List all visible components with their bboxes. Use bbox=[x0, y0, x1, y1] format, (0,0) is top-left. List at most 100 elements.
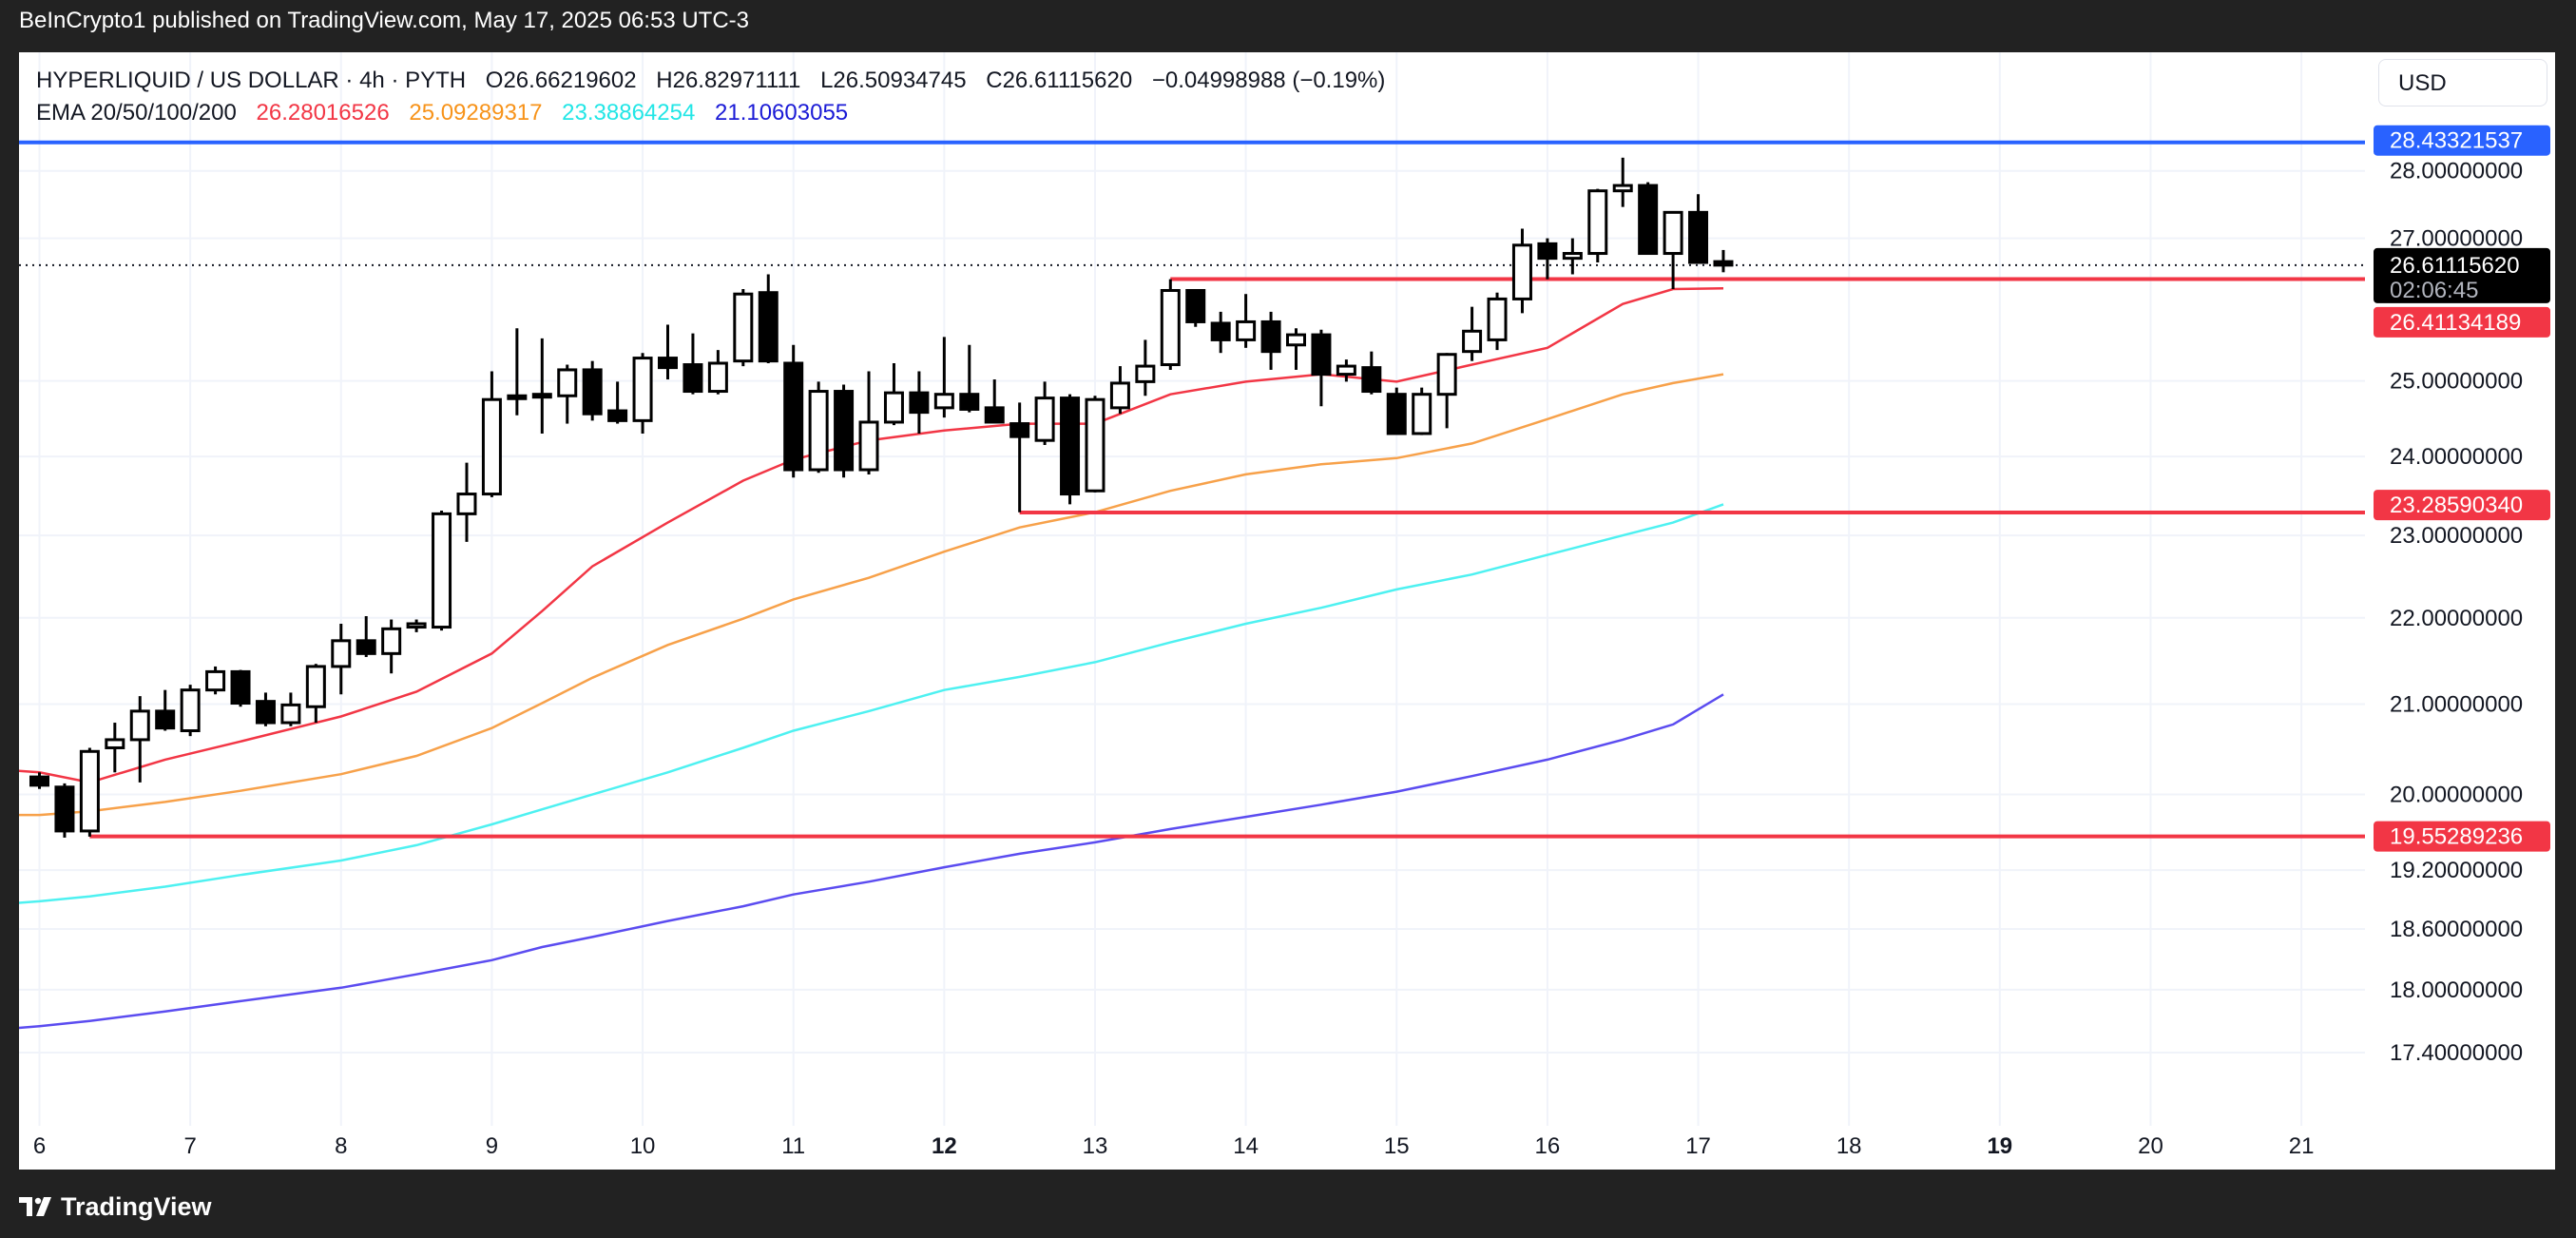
time-tick-label: 13 bbox=[1083, 1133, 1108, 1159]
candle-body-up bbox=[1236, 319, 1257, 341]
candle-body-up bbox=[456, 493, 477, 515]
time-tick-label: 21 bbox=[2289, 1133, 2315, 1159]
symbol-title: HYPERLIQUID / US DOLLAR · 4h · PYTH bbox=[36, 68, 467, 93]
candle bbox=[758, 274, 779, 363]
level-price-label: 28.43321537 bbox=[2390, 128, 2523, 154]
time-tick-label: 17 bbox=[1685, 1133, 1711, 1159]
candle bbox=[1135, 339, 1156, 397]
candle-body-down bbox=[1185, 288, 1206, 323]
time-tick-label: 10 bbox=[630, 1133, 656, 1159]
candle bbox=[129, 696, 150, 783]
price-tick-label: 19.20000000 bbox=[2390, 858, 2523, 883]
ema-label: EMA 20/50/100/200 bbox=[36, 100, 237, 126]
candle bbox=[255, 692, 276, 726]
candle-body-up bbox=[883, 391, 904, 424]
candle bbox=[79, 747, 100, 837]
candle bbox=[1612, 157, 1633, 207]
candle-body-up bbox=[1562, 252, 1583, 261]
candle-body-up bbox=[280, 703, 301, 725]
candle-body-down bbox=[1311, 333, 1332, 377]
candle bbox=[707, 350, 728, 395]
time-tick-label: 14 bbox=[1233, 1133, 1259, 1159]
candle bbox=[1713, 249, 1734, 273]
time-tick-label: 9 bbox=[486, 1133, 498, 1159]
price-axis: 28.00000000 27.00000000 25.00000000 24.0000… bbox=[2374, 125, 2550, 1066]
ohlc-change: −0.04998988 (−0.19%) bbox=[1151, 68, 1386, 93]
candle-body-down bbox=[1688, 210, 1709, 264]
candle-body-up bbox=[1135, 364, 1156, 383]
time-tick-label: 11 bbox=[781, 1133, 805, 1159]
ema50-value: 25.09289317 bbox=[409, 100, 543, 126]
candle bbox=[1009, 402, 1030, 513]
candle bbox=[1688, 194, 1709, 264]
candle-body-up bbox=[331, 639, 352, 668]
candle bbox=[1562, 238, 1583, 275]
candle bbox=[105, 723, 125, 773]
candle-body-up bbox=[481, 397, 502, 496]
candle-body-down bbox=[658, 357, 678, 370]
candle-body-down bbox=[1009, 422, 1030, 438]
level-price-badge bbox=[2374, 125, 2550, 156]
publish-line: BeInCrypto1 published on TradingView.com… bbox=[19, 8, 749, 33]
candle-body-down bbox=[682, 363, 703, 394]
time-tick-label: 19 bbox=[1987, 1133, 2012, 1159]
candle bbox=[1361, 351, 1382, 395]
price-tick-label: 17.40000000 bbox=[2390, 1040, 2523, 1066]
candle-body-down bbox=[1537, 242, 1558, 261]
candle-body-up bbox=[1663, 210, 1683, 256]
candle-body-up bbox=[105, 738, 125, 749]
candle bbox=[205, 666, 226, 695]
candle-body-down bbox=[909, 391, 930, 415]
candle bbox=[582, 360, 603, 421]
ema-line-ema50 bbox=[19, 373, 1724, 817]
candle bbox=[607, 381, 628, 424]
candle-body-up bbox=[1511, 243, 1532, 300]
candle bbox=[432, 511, 452, 631]
candle bbox=[682, 333, 703, 395]
candle bbox=[733, 289, 754, 367]
candle bbox=[1034, 381, 1055, 446]
candle-body-up bbox=[1612, 184, 1633, 193]
candle bbox=[1060, 394, 1081, 505]
candle-body-up bbox=[858, 420, 879, 472]
candle bbox=[155, 689, 176, 731]
candle-body-down bbox=[230, 669, 251, 706]
candle-body-up bbox=[1160, 288, 1181, 367]
candle-body-up bbox=[1436, 353, 1457, 397]
candle-body-up bbox=[808, 390, 829, 472]
level-price-label: 23.28590340 bbox=[2390, 493, 2523, 518]
candle bbox=[1386, 387, 1407, 435]
level-price-badge bbox=[2374, 821, 2550, 852]
level-price-label: 26.41134189 bbox=[2390, 310, 2521, 336]
candle-body-up bbox=[205, 669, 226, 692]
candle bbox=[1185, 288, 1206, 327]
currency-button[interactable]: USD bbox=[2378, 59, 2547, 106]
time-axis: 6 7 8 9 10 11 12 13 14 15 16 17 18 19 20 21 bbox=[33, 1133, 2315, 1159]
candle-body-down bbox=[29, 775, 49, 787]
candle-body-down bbox=[1713, 260, 1734, 267]
candle-body-up bbox=[507, 394, 528, 400]
candles bbox=[29, 157, 1734, 838]
candle-body-up bbox=[531, 393, 552, 399]
candle-body-down bbox=[356, 639, 376, 655]
candle-body-down bbox=[1210, 321, 1231, 341]
candle-body-down bbox=[984, 406, 1005, 424]
candle bbox=[481, 371, 502, 497]
candle bbox=[909, 371, 930, 434]
candle-body-down bbox=[582, 368, 603, 416]
candle-body-up bbox=[381, 627, 402, 655]
candle-body-up bbox=[1085, 397, 1105, 493]
candle-body-up bbox=[1587, 189, 1608, 256]
candle-body-down bbox=[1260, 319, 1281, 354]
candle bbox=[1537, 238, 1558, 280]
candle-body-up bbox=[1286, 333, 1306, 347]
candle-body-down bbox=[155, 709, 176, 730]
last-price-label: 26.61115620 bbox=[2390, 253, 2520, 279]
candle bbox=[280, 692, 301, 726]
ema100-value: 23.38864254 bbox=[562, 100, 696, 126]
level-price-label: 19.55289236 bbox=[2390, 824, 2523, 850]
time-tick-label: 8 bbox=[335, 1133, 347, 1159]
candle bbox=[632, 353, 653, 434]
time-tick-label: 16 bbox=[1535, 1133, 1561, 1159]
